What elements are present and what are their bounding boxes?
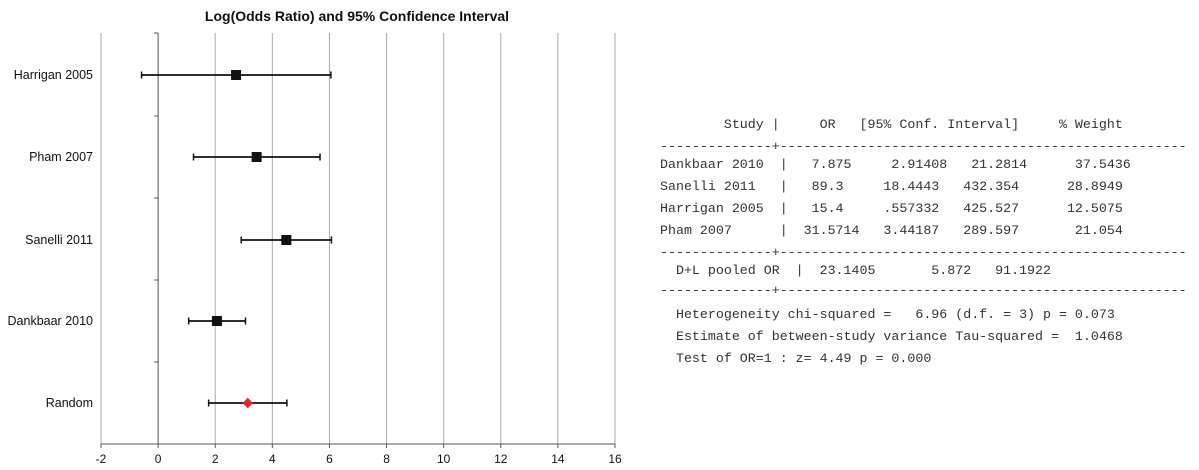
study-label: Pham 2007 — [29, 150, 93, 164]
study-label: Random — [46, 396, 93, 410]
point-estimate-marker — [251, 152, 262, 162]
x-tick-label: 8 — [383, 452, 390, 466]
table-rule: --------------+-------------------------… — [660, 245, 1187, 260]
chart-title: Log(Odds Ratio) and 95% Confidence Inter… — [205, 8, 509, 24]
table-row: Pham 2007 | 31.5714 3.44187 289.597 21.0… — [660, 223, 1123, 238]
table-row: Dankbaar 2010 | 7.875 2.91408 21.2814 37… — [660, 157, 1131, 172]
point-estimate-marker — [231, 70, 242, 80]
results-table: Study | OR [95% Conf. Interval] % Weight… — [660, 117, 1187, 366]
point-estimate-marker — [281, 235, 292, 245]
study-rows: Harrigan 2005 Pham 2007 Sanelli 2011 Dankba… — [8, 68, 333, 410]
axes — [100, 32, 616, 448]
x-tick-label: 2 — [212, 452, 219, 466]
table-row: Harrigan 2005 | 15.4 .557332 425.527 12.… — [660, 201, 1123, 216]
x-tick-label: 0 — [155, 452, 162, 466]
table-row: Sanelli 2011 | 89.3 18.4443 432.354 28.8… — [660, 179, 1123, 194]
table-rule: --------------+-------------------------… — [660, 139, 1187, 154]
x-tick-label: 4 — [269, 452, 276, 466]
table-rule: --------------+-------------------------… — [660, 283, 1187, 298]
stat-line: Heterogeneity chi-squared = 6.96 (d.f. =… — [660, 307, 1115, 322]
x-tick-label: 14 — [551, 452, 565, 466]
grid-lines — [100, 33, 616, 444]
pooled-row: D+L pooled OR | 23.1405 5.872 91.1922 — [660, 263, 1051, 278]
study-label: Dankbaar 2010 — [8, 314, 94, 328]
table-header: Study | OR [95% Conf. Interval] % Weight — [660, 117, 1123, 132]
stat-line: Estimate of between-study variance Tau-s… — [660, 329, 1123, 344]
point-estimate-marker — [211, 316, 222, 326]
x-tick-label: 16 — [608, 452, 622, 466]
study-label: Harrigan 2005 — [14, 68, 93, 82]
x-tick-label: 12 — [494, 452, 508, 466]
x-tick-label: 6 — [326, 452, 333, 466]
x-tick-label: -2 — [96, 452, 107, 466]
x-tick-label: 10 — [437, 452, 451, 466]
study-label: Sanelli 2011 — [25, 233, 93, 247]
stat-line: Test of OR=1 : z= 4.49 p = 0.000 — [660, 351, 931, 366]
pooled-estimate-marker — [242, 397, 253, 409]
x-tick-labels: -2 0 2 4 6 8 10 12 14 16 — [96, 452, 622, 466]
